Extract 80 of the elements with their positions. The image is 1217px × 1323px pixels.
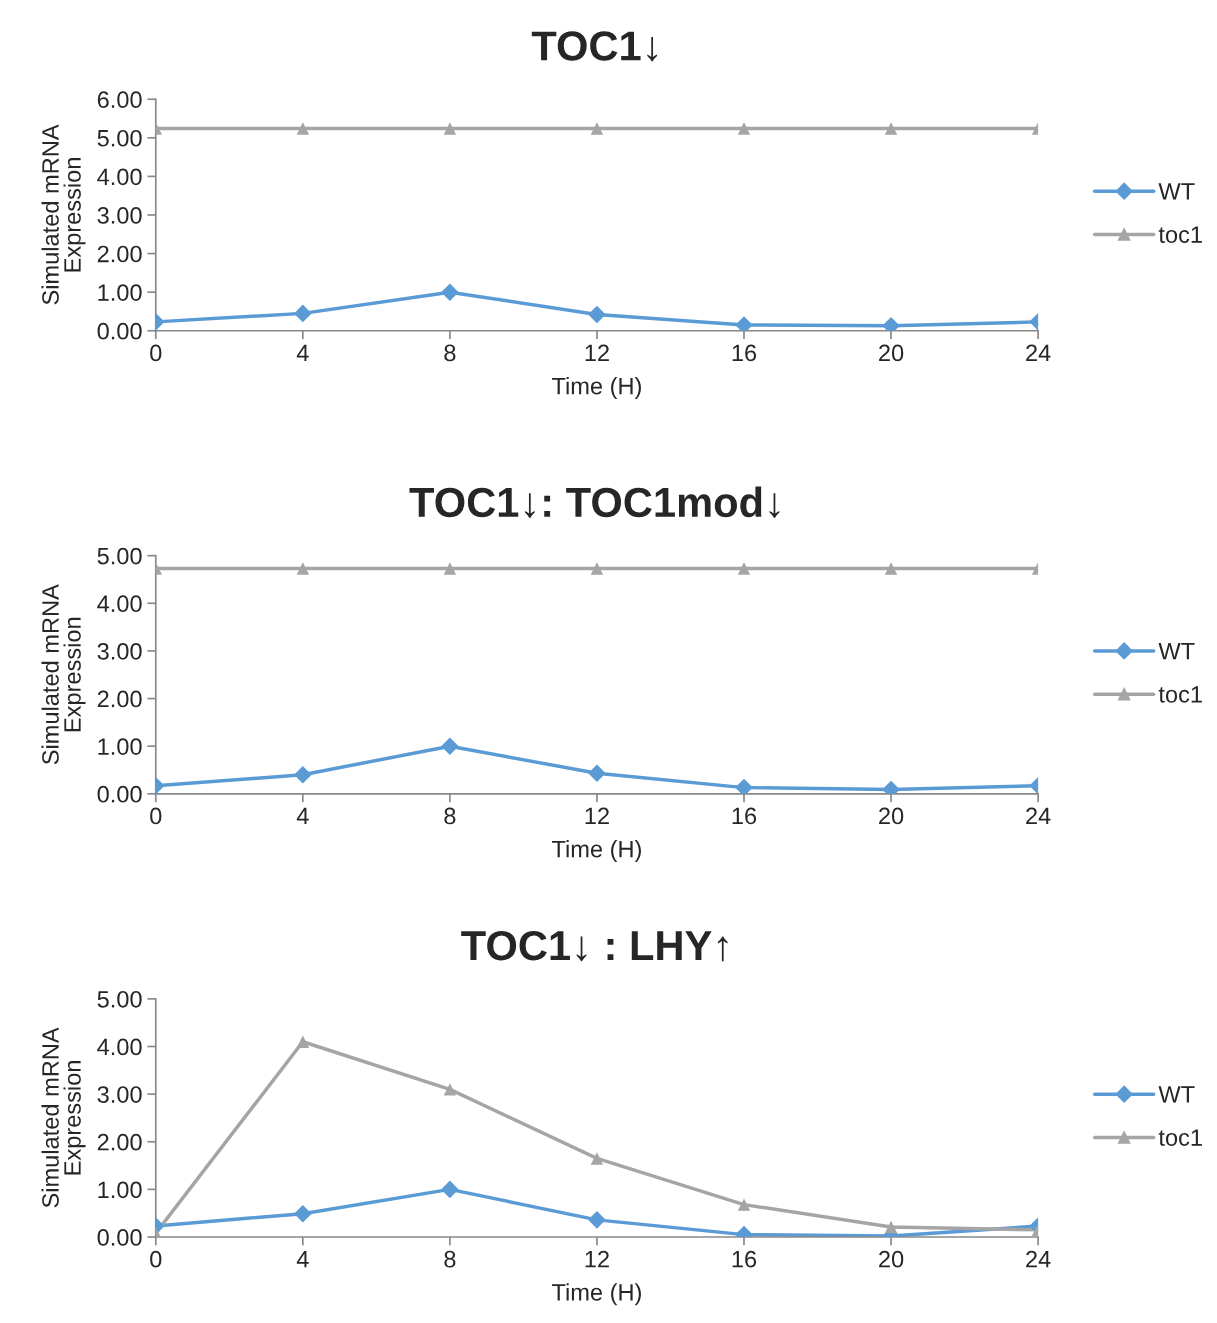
point	[590, 562, 604, 575]
y-tick-label: 3.00	[97, 1086, 142, 1103]
x-tick-label: 4	[296, 1251, 309, 1268]
y-tick-label: 0.00	[97, 1229, 142, 1246]
point	[294, 1204, 312, 1223]
x-tick-label: 4	[296, 344, 309, 362]
x-tick-label: 8	[444, 807, 456, 825]
point	[884, 562, 898, 575]
y-axis-title: Simulated mRNA Expression	[41, 124, 86, 305]
legend-label: WT	[1158, 1086, 1195, 1103]
y-tick-label: 3.00	[97, 207, 142, 224]
x-tick-label: 16	[732, 807, 757, 825]
y-tick-label: 0.00	[97, 322, 142, 340]
chart-title: TOC1↓: TOC1mod↓	[409, 486, 780, 519]
point	[588, 1211, 606, 1229]
point	[735, 316, 753, 331]
point	[294, 304, 312, 323]
y-tick-label: 2.00	[97, 245, 142, 263]
x-tick-label: 0	[150, 1250, 162, 1268]
x-axis-title: Time (H)	[552, 377, 641, 400]
point	[590, 122, 604, 135]
x-tick-label: 12	[585, 344, 609, 362]
point	[737, 562, 751, 575]
y-tick-label: 5.00	[97, 129, 142, 147]
y-tick-label: 5.00	[97, 990, 142, 1008]
y-tick-label: 1.00	[98, 1181, 142, 1199]
point	[588, 764, 606, 783]
y-tick-label: 2.00	[97, 1133, 142, 1151]
x-tick-label: 8	[444, 344, 456, 362]
y-axis-title: Simulated mRNA Expression	[41, 584, 86, 765]
point	[296, 562, 310, 575]
x-tick-label: 20	[879, 807, 904, 825]
point	[443, 122, 457, 135]
point	[294, 765, 312, 784]
point	[590, 1152, 604, 1165]
point	[735, 778, 753, 794]
point	[443, 1083, 457, 1096]
x-tick-label: 0	[150, 807, 162, 825]
x-tick-label: 16	[732, 1250, 757, 1268]
legend-label: toc1	[1158, 226, 1202, 243]
x-axis-title: Time (H)	[552, 840, 641, 863]
point	[441, 737, 459, 755]
point	[884, 122, 898, 135]
y-tick-label: 3.00	[97, 642, 142, 660]
point	[443, 562, 457, 575]
y-tick-label: 0.00	[97, 785, 142, 803]
x-tick-label: 12	[585, 807, 609, 825]
y-axis-title: Simulated mRNA Expression	[41, 1027, 86, 1208]
x-tick-label: 24	[1026, 1250, 1051, 1268]
chart-title: TOC1↓	[531, 31, 658, 62]
x-tick-label: 0	[150, 344, 162, 362]
y-tick-label: 5.00	[97, 547, 142, 565]
x-tick-label: 12	[585, 1250, 609, 1268]
x-axis-title: Time (H)	[552, 1283, 641, 1306]
x-tick-label: 20	[879, 1250, 904, 1268]
point	[441, 283, 459, 301]
y-tick-label: 1.00	[98, 284, 142, 301]
chart-title: TOC1↓ : LHY↑	[461, 930, 728, 962]
legend-label: toc1	[1158, 686, 1202, 703]
x-tick-label: 8	[444, 1250, 456, 1268]
point	[441, 1180, 459, 1199]
x-tick-label: 4	[296, 807, 309, 825]
y-tick-label: 6.00	[97, 91, 142, 109]
y-tick-label: 4.00	[97, 595, 142, 613]
x-tick-label: 24	[1026, 344, 1051, 362]
point	[588, 305, 606, 324]
x-tick-label: 24	[1026, 807, 1051, 825]
point	[737, 122, 751, 135]
legend-label: toc1	[1158, 1129, 1202, 1146]
y-tick-label: 2.00	[97, 690, 142, 708]
x-tick-label: 20	[879, 344, 904, 362]
y-tick-label: 4.00	[97, 168, 142, 186]
legend-label: WT	[1158, 642, 1195, 660]
x-tick-label: 16	[732, 344, 757, 362]
point	[737, 1198, 751, 1211]
y-tick-label: 1.00	[98, 738, 142, 755]
point	[296, 1035, 310, 1048]
y-tick-label: 4.00	[97, 1038, 142, 1056]
legend-label: WT	[1158, 183, 1195, 200]
point	[296, 122, 310, 135]
